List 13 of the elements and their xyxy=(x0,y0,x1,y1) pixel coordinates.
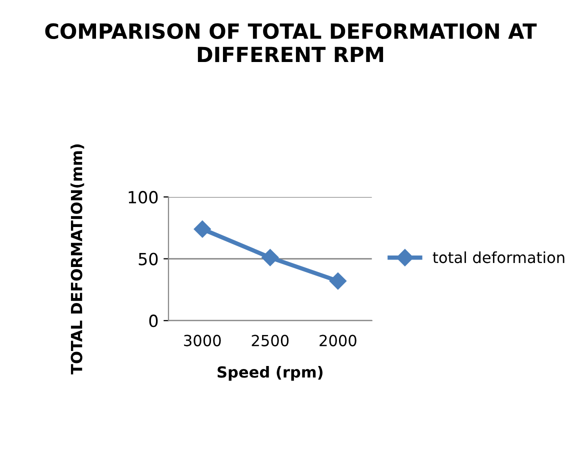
y-tick-label: 50 xyxy=(138,252,158,266)
point xyxy=(194,220,211,238)
x-axis-title: Speed (rpm) xyxy=(218,366,322,381)
legend-label: total deformation xyxy=(432,251,564,264)
point xyxy=(262,248,279,266)
point xyxy=(329,272,346,290)
x-tick-label: 2000 xyxy=(320,334,356,346)
y-tick-label: 100 xyxy=(128,190,158,204)
x-tick-label: 3000 xyxy=(184,334,221,346)
y-tick-label: 0 xyxy=(149,314,158,328)
chart-title: COMPARISON OF TOTAL DEFORMATION AT DIFFERENT RPM xyxy=(45,23,537,62)
y-axis-title: TOTAL DEFORMATION(mm) xyxy=(70,144,84,374)
x-tick-label: 2500 xyxy=(252,334,289,346)
